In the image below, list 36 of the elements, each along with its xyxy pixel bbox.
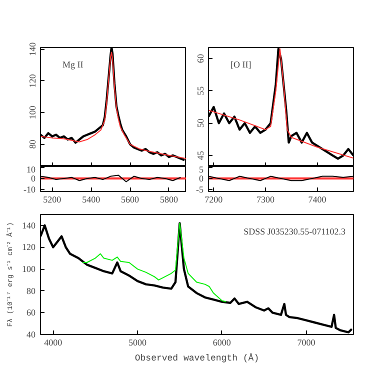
- y-tick-label: 140: [28, 42, 38, 56]
- y-tick-label: 0: [31, 173, 36, 184]
- y-tick-label: 100: [22, 264, 36, 274]
- y-tick-label: 55: [196, 86, 206, 96]
- annotation: [O II]: [230, 60, 252, 70]
- x-tick-label: 7400: [308, 194, 327, 204]
- y-tick-label: 100: [28, 105, 38, 120]
- y-tick-label: -5: [196, 184, 204, 194]
- y-tick-label: 120: [22, 242, 36, 252]
- y-tick-label: 10: [26, 164, 36, 174]
- x-tick-label: 5400: [82, 194, 101, 204]
- x-tick-label: 7200: [204, 194, 224, 204]
- y-tick-label: 0: [199, 173, 204, 184]
- y-tick-label: 140: [22, 220, 36, 230]
- y-tick-label: 120: [28, 74, 38, 88]
- y-tick-label: -10: [24, 184, 36, 194]
- x-tick-label: 5800: [160, 194, 178, 204]
- y-tick-label: 5: [199, 164, 204, 174]
- y-tick-label: 60: [196, 53, 206, 63]
- x-axis-title: Observed wavelength (Å): [134, 352, 260, 364]
- x-tick-label: 5000: [128, 338, 148, 348]
- annotation: Mg II: [62, 60, 84, 70]
- x-tick-label: 7300: [256, 194, 275, 204]
- line-series: [82, 222, 227, 302]
- y-tick-label: 45: [196, 150, 206, 160]
- y-tick-label: 80: [28, 139, 38, 149]
- x-tick-label: 4000: [44, 338, 63, 348]
- x-tick-label: 6000: [212, 338, 232, 348]
- y-tick-label: 50: [196, 118, 206, 128]
- y-tick-label: 40: [26, 330, 36, 340]
- x-tick-label: 5200: [43, 194, 62, 204]
- y-tick-label: 80: [26, 286, 36, 296]
- y-tick-label: 60: [26, 308, 36, 318]
- annotation: SDSS J035230.55-071102.3: [244, 226, 346, 236]
- x-tick-label: 7000: [297, 338, 316, 348]
- x-tick-label: 5600: [121, 194, 140, 204]
